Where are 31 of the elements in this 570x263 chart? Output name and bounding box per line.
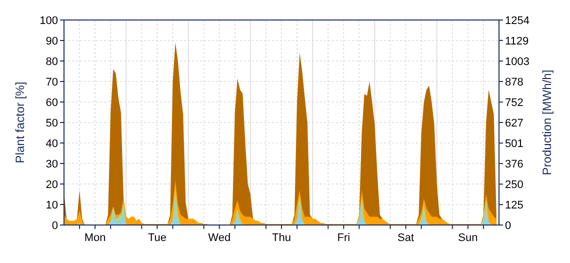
- y-tick-label: 90: [46, 35, 58, 48]
- y-tick-label: 80: [46, 56, 58, 68]
- x-tick-label: Sun: [458, 232, 478, 244]
- y-tick-label: 50: [46, 117, 58, 130]
- y-tick-label: 10: [46, 199, 58, 212]
- y2-tick-label: 1254: [505, 14, 530, 27]
- y2-tick-label: 0: [505, 220, 512, 232]
- y-axis-title: Plant factor [%]: [13, 82, 27, 164]
- y-tick-label: 30: [46, 158, 58, 170]
- y2-tick-label: 376: [505, 158, 524, 170]
- y-tick-label: 100: [40, 14, 58, 27]
- y2-tick-label: 250: [505, 178, 524, 191]
- y2-tick-label: 752: [505, 96, 524, 109]
- x-tick-label: Fri: [337, 232, 350, 244]
- x-tick-label: Tue: [148, 232, 166, 244]
- x-tick-label: Mon: [84, 232, 106, 244]
- y-tick-label: 70: [46, 76, 58, 88]
- y2-axis-title: Production [MWh/h]: [540, 70, 554, 176]
- y2-tick-label: 1003: [505, 56, 530, 68]
- x-tick-label: Sat: [398, 232, 414, 244]
- x-tick-label: Wed: [208, 232, 231, 244]
- y2-tick-label: 125: [505, 199, 524, 212]
- y2-tick-label: 1129: [505, 35, 529, 48]
- y2-tick-label: 627: [505, 117, 524, 130]
- y-tick-label: 0: [52, 220, 58, 232]
- y2-tick-label: 878: [505, 76, 524, 88]
- y2-tick-label: 501: [505, 138, 524, 150]
- y-tick-label: 20: [46, 178, 58, 191]
- y-tick-label: 60: [46, 96, 58, 109]
- y-tick-label: 40: [46, 138, 58, 150]
- x-tick-label: Thu: [272, 232, 291, 244]
